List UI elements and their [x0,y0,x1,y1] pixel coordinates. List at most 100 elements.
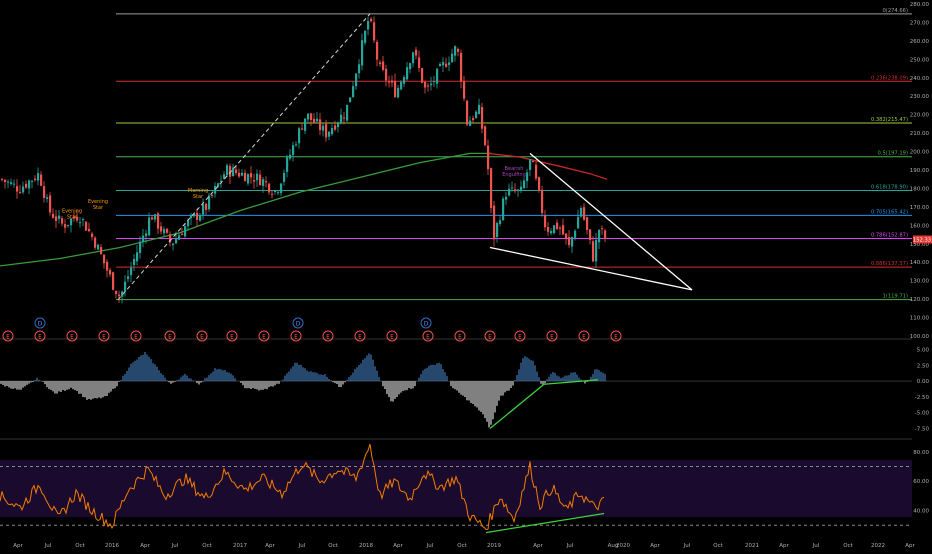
candle-body [433,81,436,83]
price-tick-label: 200.00 [910,150,930,156]
candle-body [523,180,526,189]
candle-body [262,179,265,186]
earnings-marker-label: E [70,334,74,341]
candle-body [361,40,364,66]
candle-body [391,80,394,83]
candle-body [451,53,454,63]
candle-body [559,227,562,229]
candle-body [49,195,52,213]
ma-200-red [487,152,608,180]
candle-body [553,225,556,234]
candle-body [487,145,490,170]
earnings-marker [322,330,334,342]
candle-body [232,167,235,177]
dividend-marker [34,317,46,329]
fibonacci-levels: 0(274.66) 0.236(238.09) 0.382(215.47) 0.5(1… [116,8,912,301]
candle-body [466,100,469,125]
candle-body [319,119,322,131]
price-tick-label: 270.00 [910,20,930,26]
candle-body [109,269,112,275]
candle-body [292,145,295,156]
candle-body [40,174,43,186]
grid [0,338,932,440]
candle-body [355,73,358,87]
moving-averages [0,152,608,267]
candle-body [100,247,103,255]
candle-body [478,104,481,115]
price-tick-label: 230.00 [910,94,930,100]
macd-tick-label: 5.00 [917,347,930,353]
candle-body [430,83,433,86]
earnings-marker-label: E [230,334,234,341]
macd-tick-label: 0.00 [917,379,930,385]
candle-body [469,120,472,126]
price-tick-label: 210.00 [910,131,930,137]
candle-body [250,173,253,178]
dividend-marker-label: D [38,321,43,328]
candle-body [526,172,529,182]
candle-body [157,213,160,229]
fib-anchor-line [117,13,371,300]
earnings-marker [34,330,46,342]
candle-body [349,97,352,103]
candle-body [340,114,343,124]
candle-body [364,30,367,43]
candle-body [586,217,589,230]
candle-body [229,166,232,177]
dividend-marker [420,317,432,329]
candle-body [463,81,466,99]
earnings-marker [98,330,110,342]
candle-body [589,229,592,240]
candle-body [259,174,262,186]
earnings-marker [226,330,238,342]
candle-body [445,63,448,67]
candle-body [271,193,274,195]
candle-body [595,239,598,262]
candle-body [502,198,505,221]
candle-body [409,63,412,70]
candle-body [118,294,121,297]
time-tick-label: 2020 [616,543,630,549]
candle-body [565,233,568,239]
candle-body [217,183,220,187]
candle-body [427,85,430,87]
candle-body [76,216,79,221]
price-tick-label: 280.00 [910,2,930,8]
fib-label-3: 0.5(197.19) [878,151,908,157]
candle-body [541,189,544,214]
candle-body [400,81,403,90]
candle-body [226,165,229,176]
candle-body [538,177,541,191]
candle-body [13,183,16,185]
fib-label-7: 0.886(137.37) [871,261,908,267]
candle-body [289,154,292,159]
candle-body [244,172,247,182]
candle-body [580,207,583,217]
candle-body [382,61,385,70]
candle-body [352,86,355,98]
candle-body [148,217,151,236]
earnings-marker [354,330,366,342]
candle-body [535,164,538,179]
rsi-divergence-line [485,512,605,534]
earnings-marker-label: E [262,334,266,341]
candle-body [85,221,88,231]
wedge-upper-trendline [529,152,693,291]
candle-body [322,125,325,131]
candle-body [367,20,370,30]
earnings-marker [290,330,302,342]
candle-body [235,169,238,173]
time-tick-label: Apr [779,543,789,549]
earnings-marker [610,330,622,342]
candle-body [316,118,319,122]
time-tick-label: Apr [905,543,915,549]
candle-body [121,291,124,297]
candle-body [301,128,304,130]
price-tick-label: 240.00 [910,76,930,82]
candle-body [67,224,70,226]
time-tick-label: Apr [140,543,150,549]
candle-body [493,205,496,240]
candle-body [19,191,22,193]
candle-body [583,207,586,220]
